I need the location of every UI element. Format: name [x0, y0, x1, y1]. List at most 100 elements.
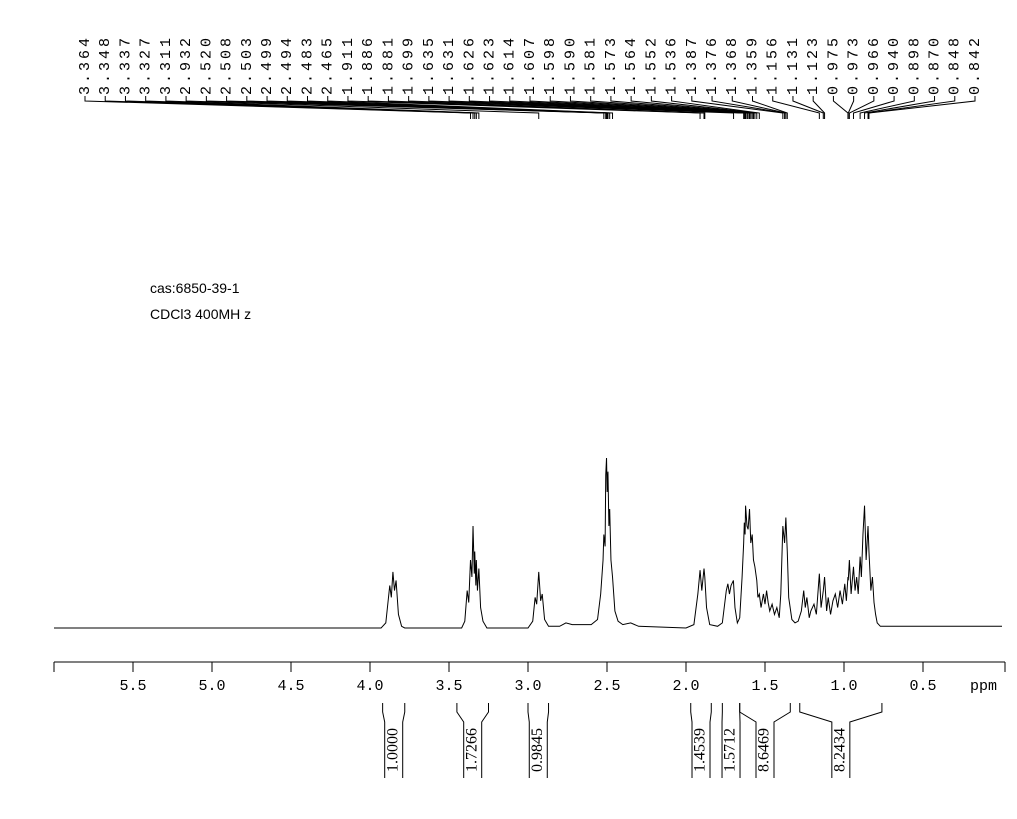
peak-label: 2.499 [259, 35, 276, 95]
x-tick-label: 3.0 [514, 678, 541, 695]
peak-label: 2.932 [178, 35, 195, 95]
peak-label: 1.131 [785, 35, 802, 95]
peak-label: 1.598 [542, 35, 559, 95]
peak-label: 1.368 [724, 35, 741, 95]
peak-connector [165, 96, 480, 119]
peak-connector [864, 96, 936, 119]
peak-label: 1.886 [360, 35, 377, 95]
peak-connector [610, 96, 754, 119]
peak-connector [691, 96, 784, 119]
integral-label: 0.9845 [529, 728, 546, 772]
peak-label: 1.156 [765, 35, 782, 95]
peak-label: 1.623 [482, 35, 499, 95]
peak-label: 2.494 [279, 35, 296, 95]
peak-label: 0.870 [927, 35, 944, 95]
peak-connector [671, 96, 760, 119]
integral-label: 8.2434 [832, 728, 849, 772]
peak-connector [630, 96, 756, 119]
peak-label: 0.975 [825, 35, 842, 95]
x-tick-label: 3.5 [435, 678, 462, 695]
x-tick-label: 2.5 [593, 678, 620, 695]
peak-connector [327, 96, 614, 119]
peak-connector [509, 96, 748, 119]
peak-connector [847, 96, 855, 119]
peak-label: 1.573 [603, 35, 620, 95]
integral-label: 8.6469 [756, 728, 773, 772]
peak-connector [752, 96, 788, 119]
annotation: cas:6850-39-1 [150, 280, 240, 296]
peak-connector [549, 96, 751, 119]
peak-label: 1.552 [643, 35, 660, 95]
integral-bracket [739, 703, 791, 778]
peak-label: 2.508 [219, 35, 236, 95]
peak-connector [590, 96, 753, 119]
peak-label: 1.564 [623, 35, 640, 95]
peak-label: 1.626 [461, 35, 478, 95]
integral-label: 1.4539 [692, 728, 709, 772]
integral-label: 1.7266 [463, 728, 480, 772]
x-tick-label: 2.0 [672, 678, 699, 695]
peak-label: 3.348 [97, 35, 114, 95]
integral-label: 1.5712 [722, 728, 739, 772]
peak-connector [852, 96, 895, 119]
peak-label: 0.842 [967, 35, 984, 95]
peak-label: 0.966 [866, 35, 883, 95]
peak-label: 1.123 [805, 35, 822, 95]
peak-label: 1.881 [380, 35, 397, 95]
x-tick-label: 4.5 [277, 678, 304, 695]
peak-label: 1.590 [562, 35, 579, 95]
peak-label: 0.898 [906, 35, 923, 95]
peak-connector [812, 96, 826, 119]
peak-label: 1.387 [684, 35, 701, 95]
peak-label: 0.848 [947, 35, 964, 95]
peak-label: 3.364 [77, 35, 94, 95]
peak-label: 2.503 [239, 35, 256, 95]
peak-label: 0.940 [886, 35, 903, 95]
peak-connector [867, 96, 956, 119]
peak-label: 1.359 [744, 35, 761, 95]
peak-label: 1.911 [340, 35, 357, 95]
x-tick-label: 4.0 [356, 678, 383, 695]
peak-connector [848, 96, 875, 119]
peak-label: 3.327 [138, 35, 155, 95]
peak-connector [387, 96, 706, 119]
integral-bracket [456, 703, 489, 778]
x-tick-label: 1.0 [830, 678, 857, 695]
peak-label: 1.581 [583, 35, 600, 95]
peak-label: 1.699 [401, 35, 418, 95]
x-tick-label: 0.5 [909, 678, 936, 695]
peak-connector [792, 96, 824, 119]
peak-connector [529, 96, 749, 119]
peak-label: 2.520 [198, 35, 215, 95]
peak-connector [868, 96, 976, 119]
peak-label: 1.376 [704, 35, 721, 95]
peak-connector [185, 96, 540, 119]
peak-label: 1.631 [441, 35, 458, 95]
peak-label: 3.311 [158, 35, 175, 95]
x-tick-label: 5.5 [119, 678, 146, 695]
x-tick-label: 1.5 [751, 678, 778, 695]
spectrum-line [54, 457, 1002, 629]
integral-bracket [690, 703, 712, 778]
x-tick-label: 5.0 [198, 678, 225, 695]
peak-label: 2.465 [320, 35, 337, 95]
peak-connector [711, 96, 786, 119]
peak-connector [489, 96, 747, 119]
peak-label: 3.337 [117, 35, 134, 95]
integral-label: 1.0000 [384, 728, 401, 772]
peak-label: 1.536 [664, 35, 681, 95]
peak-label: 1.635 [421, 35, 438, 95]
peak-label: 2.483 [299, 35, 316, 95]
integral-bracket [799, 703, 883, 778]
integral-bracket [527, 703, 550, 778]
peak-connector [859, 96, 915, 119]
peak-label: 0.973 [846, 35, 863, 95]
peak-label: 1.607 [522, 35, 539, 95]
peak-label: 1.614 [502, 35, 519, 95]
peak-connector [569, 96, 752, 119]
peak-connector [772, 96, 820, 119]
peak-connector [832, 96, 849, 119]
peak-connector [650, 96, 758, 119]
x-axis-label: ppm [970, 678, 997, 695]
